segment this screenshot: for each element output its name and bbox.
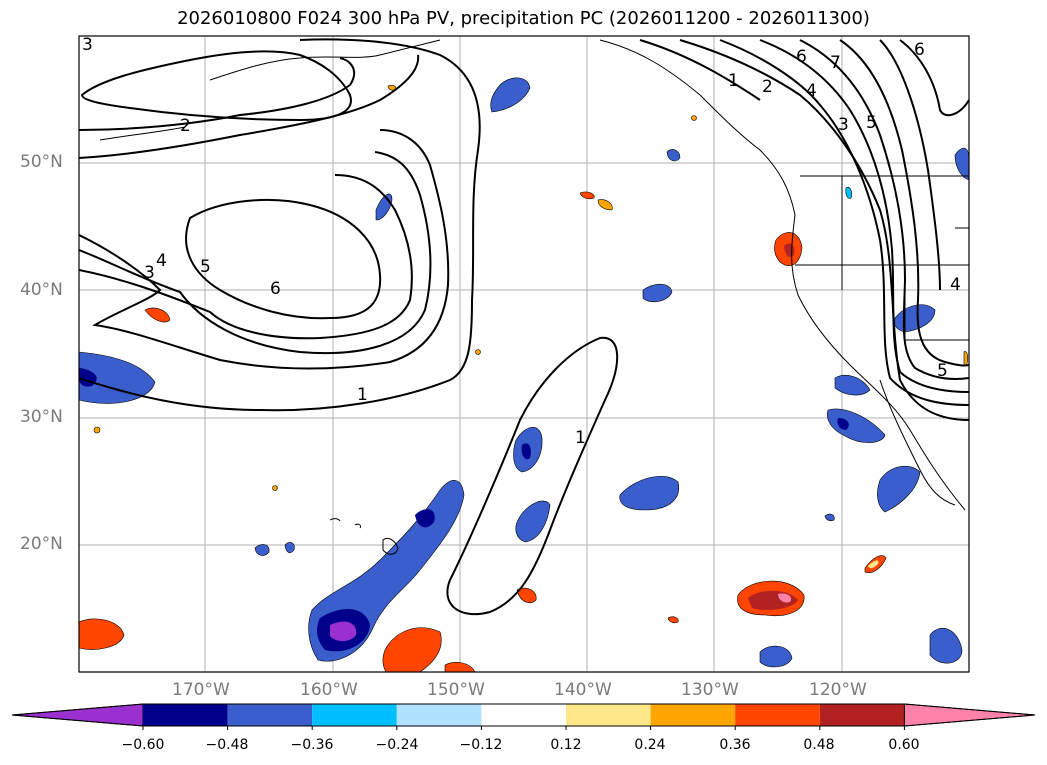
precip-blob-negative [834, 375, 871, 396]
precip-blob-negative [515, 500, 551, 543]
colorbar-extend-min [11, 703, 144, 727]
contour-label: 4 [806, 81, 817, 101]
pv-contours [79, 38, 969, 616]
lon-label: 130°W [681, 680, 739, 700]
precip-blob-positive [667, 616, 679, 624]
colorbar-swatch [312, 704, 397, 726]
pv-contour-trough-1 [446, 336, 619, 616]
pv-contour-labels: 2 3 4 5 6 1 1 1 2 4 6 7 3 5 6 3 4 5 [82, 35, 961, 448]
precip-anomaly-shading [79, 77, 969, 672]
contour-label: 6 [914, 40, 925, 60]
contour-label: 2 [180, 116, 191, 136]
precip-blob-positive [382, 627, 442, 672]
pv-contour-east-3 [719, 39, 969, 406]
pv-contour-3 [79, 129, 450, 370]
precip-blob-positive [516, 587, 537, 603]
precip-blob-positive [597, 199, 613, 211]
precip-blob-positive [444, 662, 476, 672]
colorbar-tick-label: 0.48 [803, 737, 835, 753]
contour-label: 2 [762, 77, 773, 97]
pv-contour-east-6 [839, 39, 969, 367]
contour-label: 3 [82, 35, 93, 55]
contour-label: 5 [937, 361, 948, 381]
colorbar-swatch [481, 704, 566, 726]
pv-contour-6 [185, 198, 382, 320]
pv-contour-2 [79, 57, 356, 131]
precip-blob-negative [490, 77, 531, 113]
contour-label: 1 [357, 385, 368, 405]
colorbar-extend-max [903, 703, 1036, 727]
precip-blob-negative [845, 187, 852, 199]
precip-blob-positive [144, 307, 171, 323]
contour-label: 4 [156, 251, 167, 271]
lat-label: 30°N [20, 407, 63, 427]
pv-contour-east-4 [759, 39, 969, 393]
lon-label: 140°W [554, 680, 612, 700]
precip-blob-negative [824, 513, 835, 522]
colorbar-tick-label: −0.60 [121, 737, 165, 753]
contour-label: 5 [866, 113, 877, 133]
colorbar-swatch [735, 704, 820, 726]
lon-label: 120°W [809, 680, 867, 700]
colorbar-tick-label: 0.60 [888, 737, 920, 753]
precip-blob-negative [877, 465, 921, 513]
colorbar-tick-label: −0.12 [459, 737, 503, 753]
colorbar-tick-label: 0.36 [719, 737, 751, 753]
colorbar-tick-label: −0.24 [375, 737, 419, 753]
pv-contour-2b [79, 54, 420, 159]
colorbar-tick-label: 0.24 [634, 737, 666, 753]
pv-contour-east-7 [879, 39, 941, 291]
precip-blob-negative [254, 544, 270, 556]
precip-blob-negative [619, 475, 680, 511]
pv-contour-4 [79, 151, 432, 355]
pv-contour-5 [79, 174, 413, 340]
gridlines [79, 36, 969, 672]
pv-contour-east-1 [639, 39, 761, 101]
precip-blob-positive [579, 191, 595, 200]
precip-blob-negative [79, 351, 156, 404]
precip-blob-negative [827, 408, 886, 443]
lon-label: 160°W [300, 680, 358, 700]
contour-label: 1 [575, 428, 586, 448]
lat-label: 40°N [20, 280, 63, 300]
pv-contour-east-5 [799, 39, 969, 380]
colorbar-tick-label: −0.48 [205, 737, 249, 753]
contour-label: 1 [728, 71, 739, 91]
map-title: 2026010800 F024 300 hPa PV, precipitatio… [177, 8, 870, 29]
precip-blob-positive [79, 618, 125, 650]
colorbar-swatch [819, 704, 905, 726]
contour-label: 4 [950, 275, 961, 295]
pv-contour-1 [79, 38, 481, 412]
colorbar-swatch [143, 704, 228, 726]
pv-contour-east-ring [899, 39, 969, 117]
lon-label: 170°W [172, 680, 230, 700]
precip-blob-negative [929, 627, 963, 664]
contour-label: 5 [200, 257, 211, 277]
precip-blob-positive [963, 351, 969, 367]
colorbar-tick-label: −0.36 [290, 737, 334, 753]
precip-blob-negative [759, 645, 793, 668]
pv-contour-upper-left [80, 50, 352, 122]
colorbar [11, 703, 1036, 730]
colorbar-swatch [566, 704, 651, 726]
precip-blob-negative [284, 542, 295, 554]
colorbar-swatch [227, 704, 313, 726]
map-background [79, 36, 969, 672]
contour-label: 3 [144, 263, 155, 283]
map-frame [78, 35, 970, 673]
colorbar-swatch [650, 704, 736, 726]
contour-label: 6 [270, 279, 281, 299]
precip-blob-negative [954, 147, 969, 181]
colorbar-tick-label: 0.12 [550, 737, 582, 753]
contour-label: 3 [838, 115, 849, 135]
contour-label: 6 [796, 47, 807, 67]
lat-label: 20°N [20, 534, 63, 554]
lat-label: 50°N [20, 152, 63, 172]
colorbar-swatch [396, 704, 482, 726]
lon-label: 150°W [427, 680, 485, 700]
precip-blob-negative [642, 283, 673, 303]
precip-blob-negative [666, 149, 681, 162]
contour-label: 7 [830, 53, 841, 73]
